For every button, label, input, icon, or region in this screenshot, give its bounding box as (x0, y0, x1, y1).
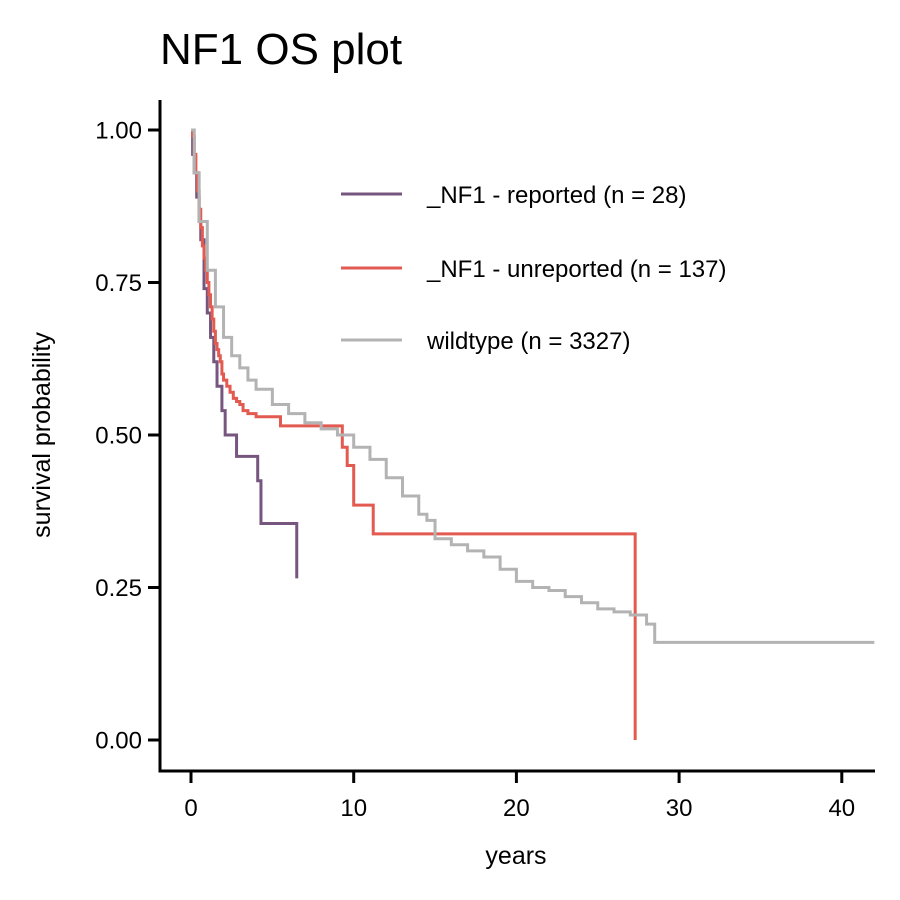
y-tick-label: 0.75 (95, 270, 142, 297)
x-axis-ticks: 0 10 20 30 40 (184, 771, 855, 822)
y-tick-label: 1.00 (95, 118, 142, 145)
y-axis-title: survival probability (28, 332, 56, 538)
legend: _NF1 - reported (n = 28) _NF1 - unreporte… (341, 182, 727, 355)
x-tick-label: 10 (340, 795, 367, 822)
survival-curve-2 (191, 128, 637, 740)
y-tick-label: 0.25 (95, 575, 142, 602)
legend-label-2: _NF1 - unreported (n = 137) (426, 256, 727, 283)
survival-curve-3 (191, 128, 875, 644)
x-tick-label: 30 (666, 795, 693, 822)
x-tick-label: 0 (184, 795, 197, 822)
legend-label-1: _NF1 - reported (n = 28) (426, 182, 686, 209)
legend-label-3: wildtype (n = 3327) (426, 328, 630, 355)
chart-title: NF1 OS plot (160, 25, 402, 74)
survival-curve-1 (191, 128, 299, 579)
y-tick-label: 0.50 (95, 423, 142, 450)
y-axis-ticks: 0.00 0.25 0.50 0.75 1.00 (95, 118, 160, 755)
y-tick-label: 0.00 (95, 728, 142, 755)
x-axis-title: years (485, 842, 546, 870)
survival-curves (191, 128, 875, 740)
x-tick-label: 20 (503, 795, 530, 822)
x-tick-label: 40 (828, 795, 855, 822)
